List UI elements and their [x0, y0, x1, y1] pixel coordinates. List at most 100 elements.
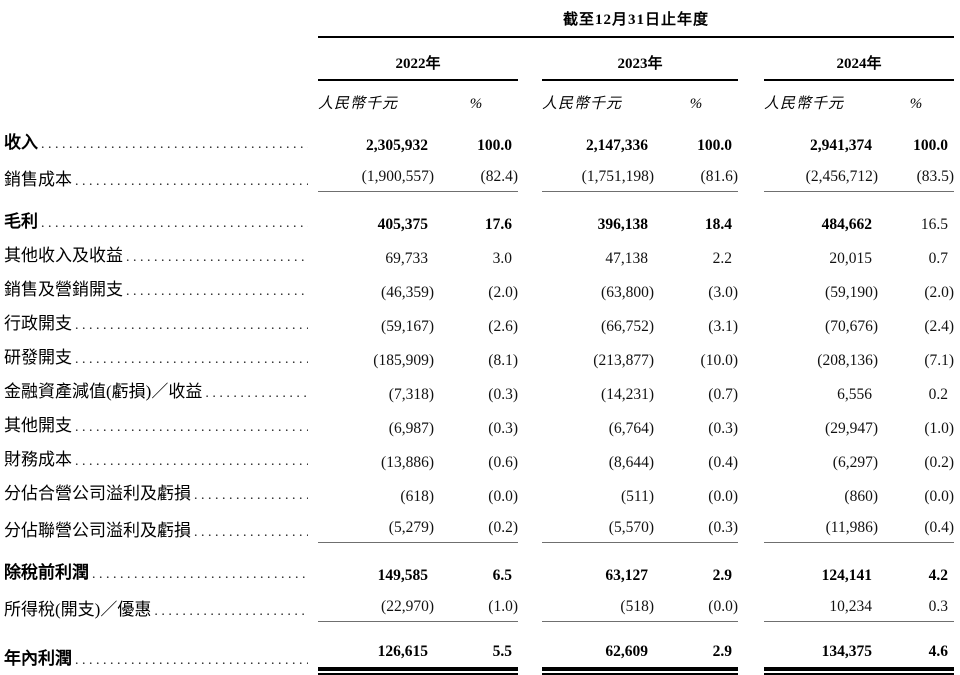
percent-cell: (0.3) — [708, 420, 738, 437]
table-row: 研發開支 (185,909) (8.1) (213,877) (10.0) (208,13… — [4, 336, 954, 370]
column-gap — [738, 404, 764, 438]
percent-cell: (0.4) — [878, 506, 955, 543]
amount-cell: 396,138 — [597, 216, 648, 233]
percent-cell: 6.5 — [492, 567, 512, 584]
table-body: 收入 2,305,932 100.0 2,147,336 100.0 2,941,374 1… — [4, 121, 955, 675]
column-gap — [738, 438, 764, 472]
unit-label-2022: 人民幣千元 — [318, 96, 399, 112]
percent-cell: 2.2 — [712, 250, 732, 267]
row-label: 銷售成本 — [4, 155, 318, 192]
column-gap — [738, 234, 764, 268]
column-gap — [738, 585, 764, 622]
amount-cell: 62,609 — [542, 622, 654, 675]
row-label: 分佔聯營公司溢利及虧損 — [4, 506, 318, 543]
dot-leader — [92, 565, 308, 585]
amount-cell: (13,886) — [381, 454, 434, 471]
percent-cell: 18.4 — [704, 216, 732, 233]
row-label: 研發開支 — [4, 336, 318, 370]
amount-cell: 2,941,374 — [810, 137, 872, 154]
percent-cell: (3.1) — [708, 318, 738, 335]
column-gap — [518, 192, 542, 234]
percent-cell: (82.4) — [434, 155, 518, 192]
table-row: 所得稅(開支)／優惠(22,970)(1.0) (518)(0.0) 10,2340… — [4, 585, 955, 622]
row-label: 金融資產減值(虧損)／收益 — [4, 370, 318, 404]
year-header-row: 2022年 2023年 2024年 — [4, 37, 955, 81]
percent-cell: (1.0) — [924, 420, 955, 437]
percent-cell: (0.6) — [488, 454, 518, 471]
column-gap — [518, 622, 542, 671]
amount-cell: (63,800) — [601, 284, 654, 301]
dot-leader — [75, 172, 308, 192]
amount-cell: (213,877) — [593, 352, 654, 369]
amount-cell: 6,556 — [837, 386, 872, 403]
period-title: 截至12月31日止年度 — [318, 6, 955, 38]
percent-cell: 2.9 — [654, 622, 738, 675]
percent-label-2024: % — [909, 96, 923, 112]
column-gap — [518, 37, 542, 80]
amount-cell: 69,733 — [385, 250, 428, 267]
amount-cell: (7,318) — [388, 386, 434, 403]
percent-label-2022: % — [469, 96, 483, 112]
percent-cell: 100.0 — [913, 137, 949, 154]
year-2022-header: 2022年 — [318, 37, 518, 81]
column-gap — [738, 543, 764, 585]
percent-cell: (3.0) — [708, 284, 738, 301]
amount-cell: 47,138 — [605, 250, 648, 267]
column-gap — [738, 336, 764, 370]
amount-cell: 10,234 — [764, 585, 878, 622]
row-label: 除稅前利潤 — [4, 543, 318, 585]
percent-cell: (2.0) — [924, 284, 955, 301]
amount-cell: 63,127 — [605, 567, 648, 584]
amount-cell: (208,136) — [817, 352, 878, 369]
row-label: 毛利 — [4, 192, 318, 234]
percent-cell: (2.6) — [488, 318, 518, 335]
row-label: 財務成本 — [4, 438, 318, 472]
dot-leader — [126, 248, 308, 268]
percent-cell: (10.0) — [700, 352, 738, 369]
column-gap — [738, 302, 764, 336]
percent-label-2023: % — [689, 96, 703, 112]
dot-leader — [126, 282, 308, 302]
header-spacer — [4, 80, 318, 121]
row-label: 分佔合營公司溢利及虧損 — [4, 472, 318, 506]
amount-cell: (6,987) — [388, 420, 434, 437]
year-2024-header: 2024年 — [764, 37, 955, 81]
percent-cell: (8.1) — [488, 352, 518, 369]
percent-cell: (0.0) — [488, 488, 518, 505]
percent-cell: 100.0 — [477, 137, 512, 154]
amount-cell: 126,615 — [318, 622, 434, 675]
column-gap — [518, 543, 542, 585]
amount-cell: (518) — [542, 585, 654, 622]
row-label: 所得稅(開支)／優惠 — [4, 585, 318, 622]
column-gap — [518, 80, 542, 121]
column-gap — [738, 121, 764, 155]
column-gap — [518, 268, 542, 302]
percent-cell: (7.1) — [924, 352, 955, 369]
percent-cell: 17.6 — [484, 216, 512, 233]
table-row: 銷售成本(1,900,557)(82.4) (1,751,198)(81.6) (2… — [4, 155, 955, 192]
amount-cell: (511) — [621, 488, 654, 505]
row-label: 銷售及營銷開支 — [4, 268, 318, 302]
percent-cell: (0.2) — [434, 506, 518, 543]
percent-cell: 0.7 — [928, 250, 949, 267]
table-row: 其他收入及收益 69,733 3.0 47,138 2.2 20,015 0.7 — [4, 234, 954, 268]
amount-cell: (59,167) — [381, 318, 434, 335]
percent-cell: (0.0) — [924, 488, 955, 505]
percent-cell: (1.0) — [434, 585, 518, 622]
amount-cell: 484,662 — [821, 216, 872, 233]
amount-cell: 149,585 — [377, 567, 428, 584]
percent-cell: 16.5 — [920, 216, 949, 233]
percent-cell: 4.6 — [878, 622, 955, 675]
column-gap — [518, 506, 542, 543]
dot-leader — [154, 602, 308, 622]
amount-cell: (185,909) — [373, 352, 434, 369]
row-label: 行政開支 — [4, 302, 318, 336]
percent-cell: (0.0) — [654, 585, 738, 622]
table-row: 行政開支 (59,167) (2.6) (66,752) (3.1) (70,676) (2… — [4, 302, 954, 336]
amount-cell: (29,947) — [825, 420, 878, 437]
unit-label-2023: 人民幣千元 — [542, 96, 623, 112]
row-label: 其他收入及收益 — [4, 234, 318, 268]
amount-cell: 405,375 — [377, 216, 428, 233]
